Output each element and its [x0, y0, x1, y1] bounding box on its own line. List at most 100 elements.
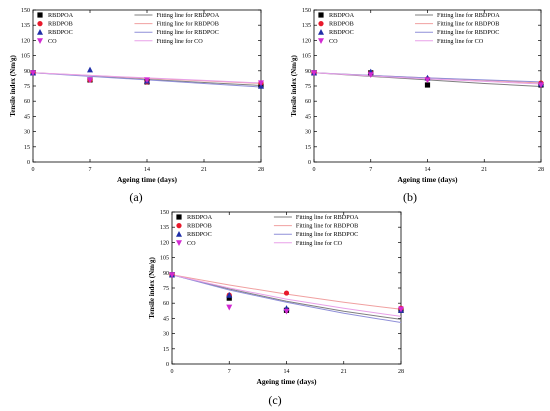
y-tick-label: 135	[21, 23, 30, 29]
y-tick-label: 150	[302, 8, 311, 14]
panel-label: (a)	[129, 190, 142, 204]
y-tick-label: 30	[305, 130, 311, 136]
legend-marker	[37, 29, 43, 35]
panel-label: (b)	[403, 190, 417, 204]
x-tick-label: 21	[341, 369, 347, 375]
y-tick-label: 105	[302, 54, 311, 60]
chart-panel-1: 0 15 30 45 60 75 90 105 120 135 150 0 7 14 21 28 Ageing …	[9, 8, 264, 204]
data-point-series-4	[30, 70, 36, 77]
legend-label: Fitting line for CO	[156, 38, 203, 45]
y-tick-label: 90	[305, 69, 311, 75]
y-tick-label: 0	[27, 160, 30, 166]
y-tick-label: 30	[163, 332, 169, 338]
legend-marker	[318, 12, 324, 18]
legend-label: CO	[329, 38, 338, 45]
legend-marker	[176, 214, 182, 220]
legend-label: Fitting line for RBDPOA	[437, 12, 500, 19]
legend-label: Fitting line for RBDPOC	[296, 231, 358, 238]
x-tick-label: 28	[258, 167, 264, 173]
legend-marker	[37, 12, 43, 18]
data-point-series-3	[87, 66, 93, 73]
x-axis-title: Ageing time (days)	[398, 175, 458, 184]
y-axis-title: Tensile index (Nm/g)	[148, 257, 156, 319]
legend-marker	[318, 29, 324, 35]
y-tick-label: 15	[24, 145, 30, 151]
legend-label: Fitting line for RBDPOC	[437, 29, 499, 36]
y-tick-label: 0	[166, 362, 169, 368]
x-axis-title: Ageing time (days)	[257, 377, 317, 386]
y-tick-label: 135	[302, 23, 311, 29]
y-tick-label: 120	[160, 240, 169, 246]
x-tick-label: 21	[201, 167, 207, 173]
y-tick-label: 75	[24, 84, 30, 90]
legend-label: RBDPOB	[329, 21, 354, 28]
x-tick-label: 0	[171, 369, 174, 375]
legend-marker	[318, 38, 324, 44]
legend-label: RBDPOA	[329, 12, 355, 19]
legend-marker	[176, 223, 182, 229]
x-tick-label: 21	[481, 167, 487, 173]
legend-label: Fitting line for RBDPOC	[156, 29, 218, 36]
y-tick-label: 75	[163, 286, 169, 292]
y-tick-label: 60	[163, 301, 169, 307]
x-axis-title: Ageing time (days)	[117, 175, 177, 184]
x-tick-label: 14	[144, 167, 150, 173]
fit-line-1	[171, 274, 402, 320]
x-tick-label: 7	[369, 167, 372, 173]
data-point-series-4	[367, 72, 374, 79]
fit-line-3	[171, 274, 402, 323]
data-point-series-4	[398, 306, 404, 313]
y-tick-label: 120	[302, 38, 311, 44]
data-point-series-4	[169, 272, 175, 279]
y-tick-label: 90	[163, 271, 169, 277]
x-tick-label: 0	[32, 167, 35, 173]
y-tick-label: 0	[308, 160, 311, 166]
legend-label: RBDPOB	[48, 21, 73, 28]
legend-label: Fitting line for CO	[437, 38, 484, 45]
y-tick-label: 105	[160, 256, 169, 262]
legend-label: CO	[187, 240, 196, 247]
fit-line-4	[171, 274, 402, 317]
data-point-series-4	[283, 308, 290, 315]
legend-label: Fitting line for RBDPOB	[156, 21, 218, 28]
legend-label: RBDPOA	[187, 214, 213, 221]
data-point-series-4	[226, 304, 233, 311]
legend-label: Fitting line for RBDPOB	[296, 223, 358, 230]
data-point-series-4	[87, 77, 93, 84]
chart-panel-3: 0 15 30 45 60 75 90 105 120 135 150 0 7 14 21 28 Ageing …	[148, 210, 404, 407]
y-axis-title: Tensile index (Nm/g)	[9, 55, 17, 117]
legend-marker	[318, 21, 324, 27]
x-tick-label: 7	[228, 369, 231, 375]
data-point-series-2	[283, 290, 290, 296]
legend-marker	[37, 38, 43, 44]
legend-label: RBDPOC	[48, 29, 73, 36]
legend-label: RBDPOC	[329, 29, 354, 36]
x-tick-label: 14	[425, 167, 431, 173]
y-tick-label: 75	[305, 84, 311, 90]
legend-label: RBDPOA	[48, 12, 74, 19]
data-point-series-4	[311, 70, 317, 77]
legend-marker	[176, 231, 182, 237]
x-tick-label: 7	[89, 167, 92, 173]
legend-label: Fitting line for RBDPOB	[437, 21, 499, 28]
y-tick-label: 150	[21, 8, 30, 14]
y-tick-label: 45	[24, 114, 30, 120]
y-tick-label: 45	[163, 316, 169, 322]
y-tick-label: 45	[305, 114, 311, 120]
data-point-series-1	[424, 82, 431, 88]
legend-label: RBDPOC	[187, 231, 212, 238]
data-point-series-4	[144, 77, 150, 84]
data-point-series-4	[538, 82, 544, 89]
legend-label: CO	[48, 38, 57, 45]
y-tick-label: 120	[21, 38, 30, 44]
y-tick-label: 30	[24, 130, 30, 136]
chart-panel-2: 0 15 30 45 60 75 90 105 120 135 150 0 7 14 21 28 Ageing …	[290, 8, 544, 204]
legend-marker	[37, 21, 43, 27]
y-tick-label: 135	[160, 225, 169, 231]
legend-marker	[176, 240, 182, 246]
legend-label: Fitting line for RBDPOA	[156, 12, 219, 19]
data-point-series-4	[258, 80, 264, 87]
y-axis-title: Tensile index (Nm/g)	[290, 55, 298, 117]
y-tick-label: 15	[163, 347, 169, 353]
